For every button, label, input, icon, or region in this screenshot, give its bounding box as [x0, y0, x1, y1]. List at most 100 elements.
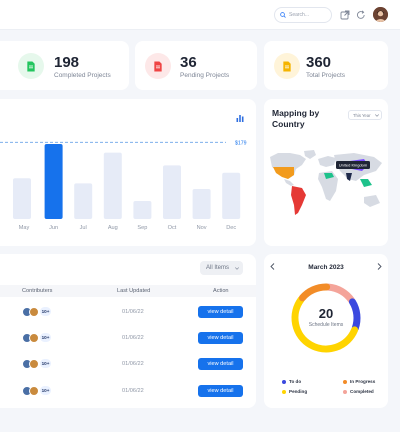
x-tick-dec: Dec	[226, 225, 236, 231]
chevron-left-icon	[270, 263, 275, 270]
map-south-america	[291, 186, 306, 215]
world-map: United Kingdom	[270, 150, 382, 215]
stat-card-total: 360 Total Projects	[264, 41, 388, 90]
avatar	[29, 358, 39, 369]
chart-type-button[interactable]	[233, 111, 247, 125]
pending-count: 36	[180, 54, 197, 71]
bar-chart-icon	[236, 115, 244, 122]
next-month-button[interactable]	[377, 263, 382, 272]
chevron-down-icon	[235, 266, 239, 270]
x-tick-may: May	[19, 225, 30, 231]
x-tick-jul: Jul	[80, 225, 87, 231]
bar-jul	[74, 183, 93, 219]
schedule-count-label: Schedule Items	[308, 322, 344, 328]
donut-segment-in-progress	[298, 283, 331, 302]
contributors-count-badge: 10+	[40, 333, 51, 342]
column-action: Action	[213, 288, 229, 294]
map-north-america	[270, 153, 306, 179]
stat-card-completed: 198 Completed Projects	[0, 41, 129, 90]
map-greenland	[304, 150, 316, 159]
stat-icon-pending	[145, 53, 171, 79]
map-africa	[318, 171, 338, 201]
view-detail-button[interactable]: view detail	[198, 358, 243, 370]
x-tick-sep: Sep	[137, 225, 147, 231]
map-europe	[318, 156, 336, 167]
refresh-icon[interactable]	[356, 10, 366, 20]
table-row-contributors: 10+	[22, 332, 51, 343]
table-header	[0, 285, 256, 297]
map-north-africa	[324, 173, 334, 179]
donut-segment-pending	[291, 295, 359, 353]
schedule-donut-chart	[291, 283, 361, 353]
stat-icon-total	[274, 53, 300, 79]
table-row-contributors: 10+	[22, 306, 51, 317]
table-row-date: 01/06/22	[122, 309, 144, 315]
map-australia	[364, 195, 380, 207]
bar-dec	[222, 172, 241, 219]
user-avatar[interactable]	[373, 7, 388, 22]
top-bar	[0, 0, 400, 30]
avatar	[29, 306, 39, 317]
view-detail-button[interactable]: view detail	[198, 385, 243, 397]
table-row-date: 01/06/22	[122, 361, 144, 367]
legend-dot	[343, 379, 347, 384]
map-central-america	[284, 179, 294, 186]
projects-table-card	[0, 254, 256, 408]
table-row-date: 01/06/22	[122, 335, 144, 341]
contributors-count-badge: 10+	[40, 307, 51, 316]
bar-may	[13, 178, 31, 219]
stat-card-pending: 36 Pending Projects	[135, 41, 257, 90]
reference-label: $179	[235, 140, 247, 146]
map-tooltip: United Kingdom	[339, 163, 368, 168]
legend-dot	[282, 379, 286, 384]
bar-chart: $179 May Jun Jul Aug Sep Oct Nov Dec	[0, 140, 247, 231]
share-icon[interactable]	[340, 10, 350, 20]
document-icon	[283, 60, 291, 72]
search-box[interactable]	[274, 7, 332, 23]
contributors-count-badge: 10+	[40, 386, 51, 395]
document-icon	[154, 60, 162, 72]
pending-label: Pending Projects	[180, 72, 230, 79]
avatar	[29, 332, 39, 343]
column-contributers: Contributers	[22, 288, 53, 294]
total-count: 360	[306, 54, 332, 71]
legend-to-do: To do	[282, 379, 301, 384]
calendar-month: March 2023	[308, 264, 344, 271]
completed-count: 198	[54, 54, 80, 71]
map-southeast-asia	[360, 179, 372, 187]
table-row-contributors: 10+	[22, 385, 51, 396]
legend-pending: Pending	[282, 389, 307, 394]
search-icon	[280, 12, 286, 18]
table-row-contributors: 10+	[22, 358, 51, 369]
search-input[interactable]	[289, 12, 329, 18]
legend-dot	[282, 389, 286, 394]
table-row-date: 01/06/22	[122, 388, 144, 394]
legend-in-progress: In Progress	[343, 379, 375, 384]
items-filter-select[interactable]: All Items	[200, 261, 243, 275]
prev-month-button[interactable]	[270, 263, 275, 272]
map-usa	[273, 167, 294, 179]
stat-icon-completed	[18, 53, 44, 79]
bar-aug	[103, 152, 122, 219]
items-filter-value: All Items	[206, 265, 230, 271]
map-india	[346, 173, 352, 181]
bar-nov	[192, 189, 211, 219]
x-tick-jun: Jun	[49, 225, 58, 231]
view-detail-button[interactable]: view detail	[198, 306, 243, 318]
column-last-updated: Last Updated	[117, 288, 151, 294]
map-period-value: This Year	[353, 112, 371, 118]
legend-dot	[343, 389, 347, 394]
chevron-down-icon	[375, 113, 380, 117]
chevron-right-icon	[377, 263, 382, 270]
country-map-card: Mapping by Country This Year United King…	[264, 99, 388, 246]
map-period-select[interactable]: This Year	[348, 110, 382, 120]
map-title: Mapping by Country	[272, 108, 320, 129]
legend-completed: Completed	[343, 389, 374, 394]
view-detail-button[interactable]: view detail	[198, 332, 243, 344]
bar-jun	[44, 144, 63, 219]
contributors-count-badge: 10+	[40, 359, 51, 368]
schedule-count: 20	[318, 306, 334, 321]
avatar	[29, 385, 39, 396]
completed-label: Completed Projects	[54, 72, 111, 79]
donut-segment-completed	[324, 283, 355, 304]
